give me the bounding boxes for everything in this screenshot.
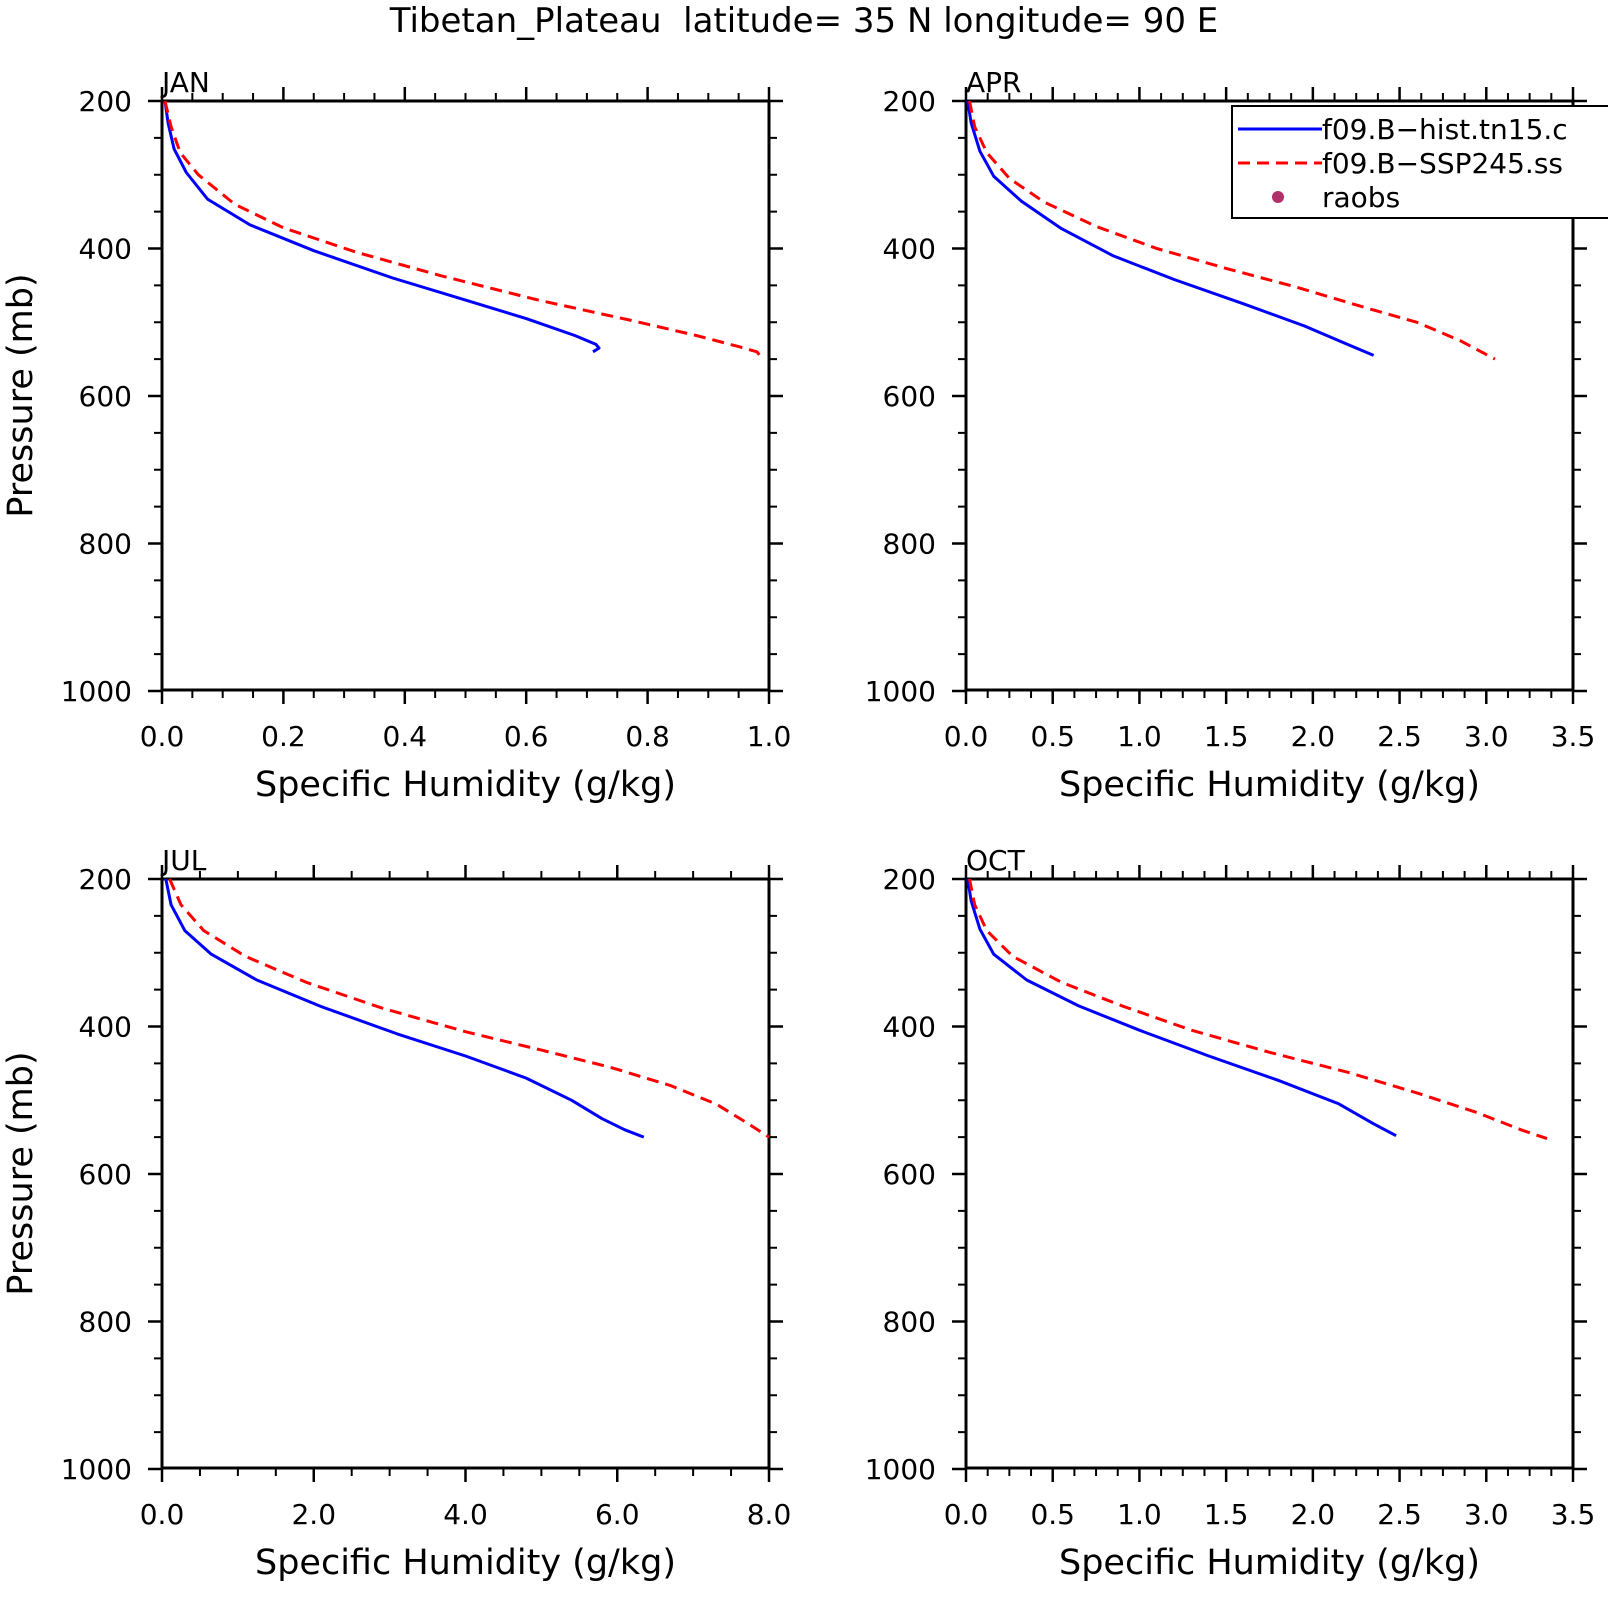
plot-frame: [160, 877, 771, 1470]
y-tick-label: 600: [79, 380, 132, 413]
x-tick-label: 1.5: [1204, 720, 1249, 753]
y-tick-label: 1000: [61, 675, 132, 708]
x-tick-label: 3.0: [1464, 720, 1509, 753]
series-line: [168, 878, 770, 1139]
x-tick-label: 6.0: [595, 1498, 640, 1531]
y-tick-label: 400: [883, 233, 936, 266]
x-tick-label: 2.0: [291, 1498, 336, 1531]
y-tick-label: 1000: [61, 1453, 132, 1486]
x-tick-label: 8.0: [747, 1498, 792, 1531]
figure-title: Tibetan_Plateau latitude= 35 N longitude…: [389, 1, 1219, 41]
x-tick-label: 0.0: [944, 1498, 989, 1531]
legend-label: f09.B−SSP245.ss: [1322, 147, 1563, 180]
x-tick-label: 0.8: [625, 720, 670, 753]
x-tick-label: 0.2: [261, 720, 306, 753]
y-tick-label: 1000: [865, 1453, 936, 1486]
y-tick-label: 200: [79, 863, 132, 896]
y-tick-label: 200: [883, 863, 936, 896]
x-tick-label: 1.5: [1204, 1498, 1249, 1531]
plot-frame: [160, 99, 771, 692]
panel-title: APR: [966, 66, 1022, 99]
y-tick-label: 600: [883, 1158, 936, 1191]
x-tick-label: 2.5: [1377, 720, 1422, 753]
x-tick-label: 0.0: [944, 720, 989, 753]
x-tick-label: 0.5: [1030, 1498, 1075, 1531]
legend-box: [1231, 105, 1608, 219]
panel-title: JAN: [160, 66, 210, 99]
x-tick-label: 2.0: [1291, 1498, 1336, 1531]
x-tick-label: 3.5: [1551, 1498, 1596, 1531]
y-tick-label: 600: [79, 1158, 132, 1191]
y-tick-label: 200: [883, 85, 936, 118]
panels: JAN 0.0 0.2 0.4 0.6 0.8 1.0 200 400 600 800 1000 Spe…: [1, 66, 1595, 1583]
panel-jan: JAN 0.0 0.2 0.4 0.6 0.8 1.0 200 400 600 800 1000 Spe…: [1, 66, 791, 805]
series-line: [163, 100, 762, 357]
series-line: [968, 878, 1548, 1141]
y-tick-label: 600: [883, 380, 936, 413]
y-tick-label: 1000: [865, 675, 936, 708]
y-tick-label: 400: [883, 1011, 936, 1044]
x-axis-label: Specific Humidity (g/kg): [255, 1543, 676, 1583]
panel-title: OCT: [966, 844, 1026, 877]
x-tick-label: 3.0: [1464, 1498, 1509, 1531]
panel-oct: OCT 0.0 0.5 1.0 1.5 2.0 2.5 3.0 3.5 200 400 600 800 1…: [865, 844, 1596, 1583]
x-tick-label: 4.0: [443, 1498, 488, 1531]
y-tick-label: 800: [883, 1306, 936, 1339]
x-tick-label: 0.0: [140, 720, 185, 753]
x-axis-label: Specific Humidity (g/kg): [255, 765, 676, 805]
series-line: [966, 100, 1375, 357]
x-tick-label: 0.4: [383, 720, 428, 753]
x-tick-label: 0.5: [1030, 720, 1075, 753]
legend-label: raobs: [1322, 181, 1400, 214]
legend-marker: [1272, 191, 1284, 203]
x-tick-label: 0.0: [140, 1498, 185, 1531]
x-axis-label: Specific Humidity (g/kg): [1059, 765, 1480, 805]
x-tick-label: 3.5: [1551, 720, 1596, 753]
series-line: [968, 100, 1496, 361]
x-tick-label: 1.0: [747, 720, 792, 753]
legend-label: f09.B−hist.tn15.c: [1322, 113, 1568, 146]
y-tick-label: 400: [79, 233, 132, 266]
y-axis-label: Pressure (mb): [1, 1051, 41, 1295]
x-tick-label: 1.0: [1117, 720, 1162, 753]
x-tick-label: 1.0: [1117, 1498, 1162, 1531]
x-tick-label: 2.5: [1377, 1498, 1422, 1531]
x-tick-label: 2.0: [1291, 720, 1336, 753]
y-tick-label: 200: [79, 85, 132, 118]
series-line: [966, 878, 1397, 1138]
y-tick-label: 400: [79, 1011, 132, 1044]
y-tick-label: 800: [883, 528, 936, 561]
x-tick-label: 0.6: [504, 720, 549, 753]
plot-frame: [964, 877, 1575, 1470]
series-line: [164, 878, 645, 1139]
y-axis-label: Pressure (mb): [1, 273, 41, 517]
panel-apr: APR 0.0 0.5 1.0 1.5 2.0 2.5 3.0 3.5 200 400 600 800 1…: [865, 66, 1596, 805]
y-tick-label: 800: [79, 1306, 132, 1339]
y-tick-label: 800: [79, 528, 132, 561]
series-line: [163, 100, 601, 354]
x-axis-label: Specific Humidity (g/kg): [1059, 1543, 1480, 1583]
